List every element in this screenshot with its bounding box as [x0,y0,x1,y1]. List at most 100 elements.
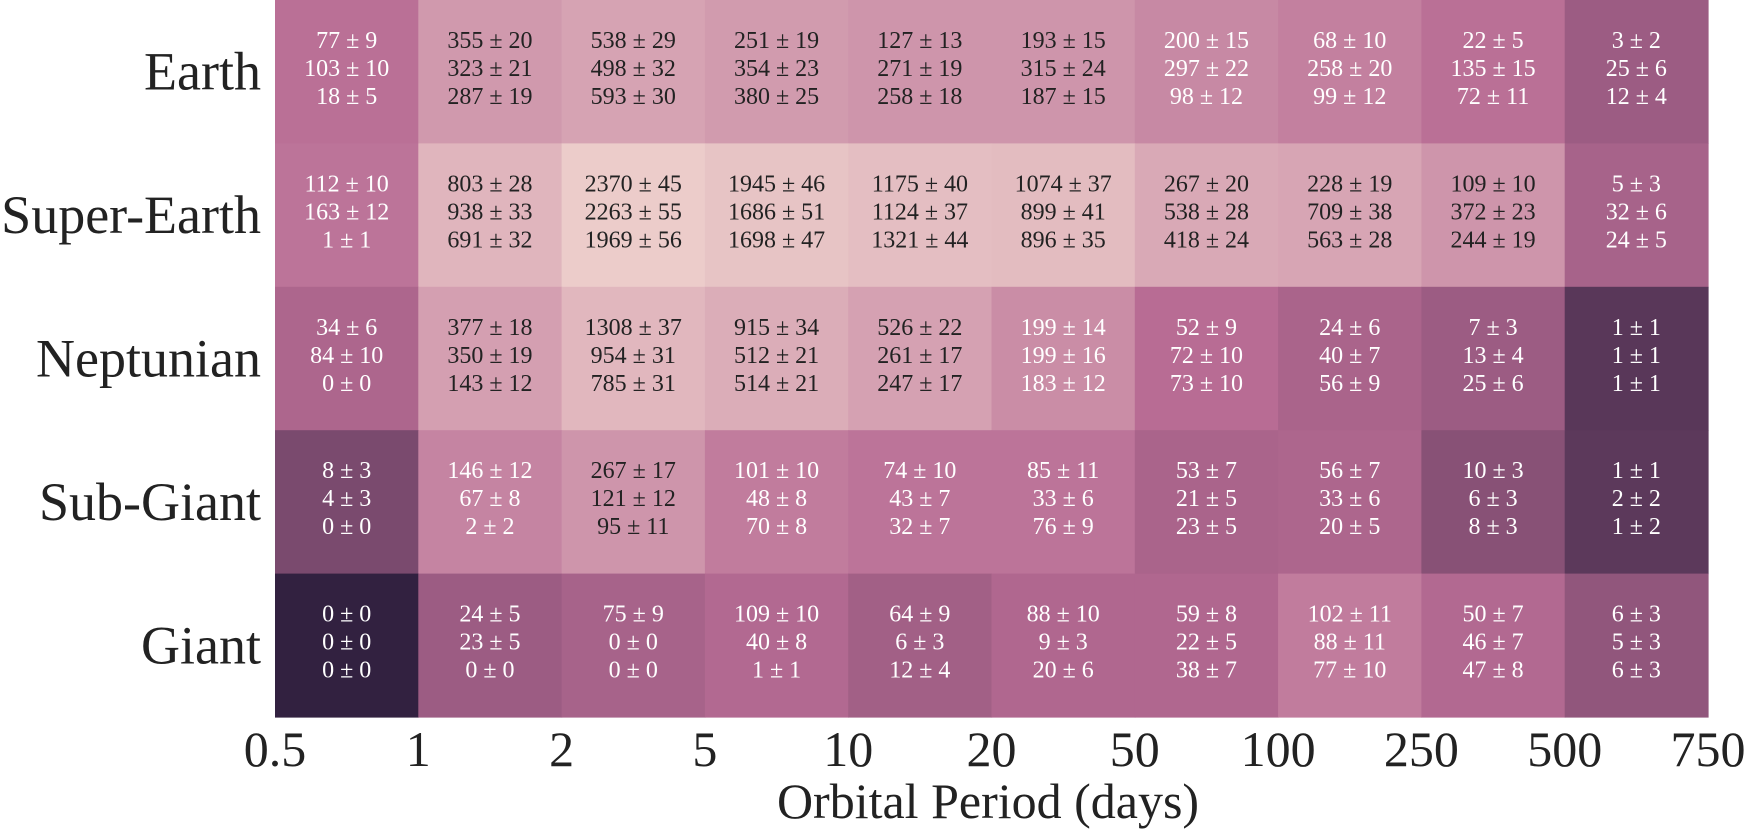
heatmap-cell-fill [275,430,419,575]
heatmap-cell-fill [561,143,706,288]
x-tick-label: 500 [1527,721,1602,777]
heatmap-cell: 3 ± 225 ± 612 ± 4 [1564,0,1709,144]
heatmap-cell-fill [1564,143,1709,288]
heatmap-cell-fill [704,0,849,144]
cell-value-label: 251 ± 19 [734,28,819,54]
cell-value-label: 13 ± 4 [1462,343,1523,369]
cell-value-label: 199 ± 16 [1021,343,1106,369]
heatmap-cell-fill [1421,430,1566,575]
cell-value-label: 526 ± 22 [877,315,962,341]
heatmap-cell-fill [848,286,993,431]
cell-value-label: 244 ± 19 [1450,227,1535,253]
cell-value-label: 88 ± 10 [1027,602,1100,628]
cell-value-label: 514 ± 21 [734,371,819,397]
cell-value-label: 315 ± 24 [1021,56,1106,82]
cell-value-label: 267 ± 17 [591,458,676,484]
cell-value-label: 70 ± 8 [746,514,807,540]
heatmap-cell-fill [1564,286,1709,431]
heatmap-cell-fill [704,430,849,575]
cell-value-label: 0 ± 0 [609,630,658,656]
cell-value-label: 354 ± 23 [734,56,819,82]
cell-value-label: 72 ± 11 [1457,84,1529,110]
x-tick-label: 50 [1110,721,1160,777]
heatmap-cell-fill [848,143,993,288]
cell-value-label: 1969 ± 56 [585,227,682,253]
cell-value-label: 24 ± 6 [1319,315,1380,341]
cell-value-label: 40 ± 7 [1319,343,1380,369]
cell-value-label: 77 ± 9 [316,28,377,54]
row-label: Sub-Giant [39,472,261,532]
cell-value-label: 127 ± 13 [877,28,962,54]
cell-value-label: 380 ± 25 [734,84,819,110]
cell-value-label: 954 ± 31 [591,343,676,369]
cell-value-label: 6 ± 3 [895,630,944,656]
cell-value-label: 32 ± 6 [1606,199,1667,225]
heatmap-cell: 75 ± 90 ± 00 ± 0 [561,573,706,718]
heatmap-cell-fill [704,143,849,288]
cell-value-label: 67 ± 8 [459,486,520,512]
heatmap-cell-fill [275,573,419,718]
cell-value-label: 43 ± 7 [889,486,950,512]
cell-value-label: 24 ± 5 [459,602,520,628]
cell-value-label: 0 ± 0 [322,602,371,628]
x-tick-label: 100 [1241,721,1316,777]
x-tick-label: 750 [1671,721,1746,777]
cell-value-label: 46 ± 7 [1462,630,1523,656]
cell-value-label: 1175 ± 40 [872,171,968,197]
row-labels: Earth Super-Earth Neptunian Sub-Giant Giant [1,42,261,676]
heatmap-cell: 1 ± 11 ± 11 ± 1 [1564,286,1709,431]
cell-value-label: 350 ± 19 [447,343,532,369]
cell-value-label: 896 ± 35 [1021,227,1106,253]
heatmap-cell-fill [275,143,419,288]
cell-value-label: 193 ± 15 [1021,28,1106,54]
cell-value-label: 72 ± 10 [1170,343,1243,369]
row-label: Super-Earth [1,185,261,245]
row-label: Neptunian [36,329,261,389]
cell-value-label: 5 ± 3 [1612,171,1661,197]
cell-value-label: 3 ± 2 [1612,28,1661,54]
cell-value-label: 1 ± 1 [1612,315,1661,341]
cell-value-label: 355 ± 20 [447,28,532,54]
cell-value-label: 1308 ± 37 [585,315,682,341]
heatmap-cell-fill [704,286,849,431]
cell-value-label: 258 ± 18 [877,84,962,110]
heatmap-cell: 64 ± 96 ± 312 ± 4 [848,573,993,718]
heatmap-cell-fill [991,430,1136,575]
cell-value-label: 803 ± 28 [447,171,532,197]
cell-value-label: 109 ± 10 [1450,171,1535,197]
heatmap-cell-fill [1421,573,1566,718]
cell-value-label: 88 ± 11 [1314,630,1386,656]
heatmap-cell-fill [1134,286,1279,431]
heatmap-cell-fill [561,0,706,144]
cell-value-label: 68 ± 10 [1313,28,1386,54]
heatmap-cell-fill [991,286,1136,431]
cell-value-label: 1686 ± 51 [728,199,825,225]
cell-value-label: 8 ± 3 [1468,514,1517,540]
x-tick-label: 5 [692,721,717,777]
cell-value-label: 143 ± 12 [447,371,532,397]
cell-value-label: 377 ± 18 [447,315,532,341]
cell-value-label: 23 ± 5 [1176,514,1237,540]
cell-value-label: 52 ± 9 [1176,315,1237,341]
heatmap-cell-fill [1278,143,1422,288]
cell-value-label: 48 ± 8 [746,486,807,512]
cell-value-label: 785 ± 31 [591,371,676,397]
heatmap-cell-fill [561,286,706,431]
cell-value-label: 9 ± 3 [1039,630,1088,656]
cell-value-label: 22 ± 5 [1462,28,1523,54]
cell-value-label: 0 ± 0 [609,658,658,684]
cell-value-label: 538 ± 29 [591,28,676,54]
heatmap-cell-fill [418,430,563,575]
heatmap-cell: 6 ± 35 ± 36 ± 3 [1564,573,1709,718]
